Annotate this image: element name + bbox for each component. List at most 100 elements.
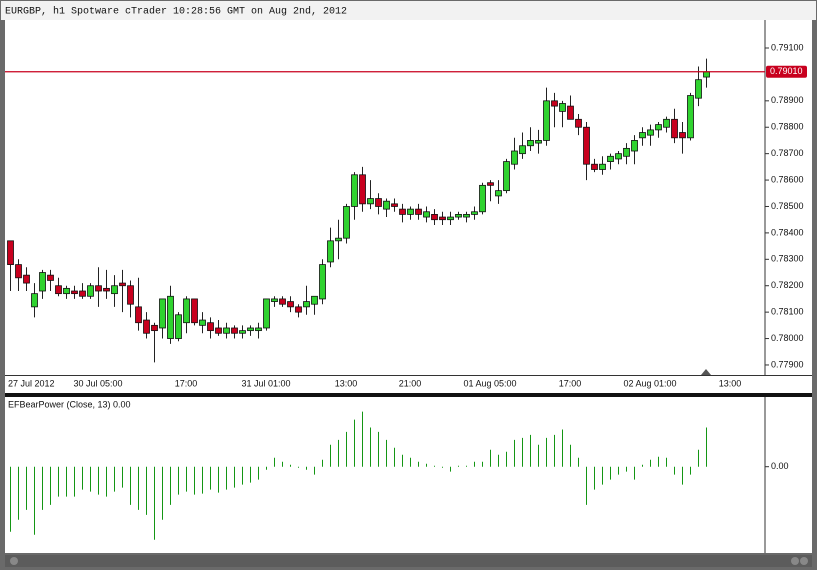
scrollbar[interactable] bbox=[5, 555, 812, 567]
candle-body bbox=[311, 295, 318, 305]
scroll-left-button[interactable] bbox=[10, 557, 18, 565]
candle-body bbox=[239, 330, 246, 334]
candle-body bbox=[431, 214, 438, 221]
candle-body bbox=[543, 100, 550, 141]
x-tick-label: 21:00 bbox=[399, 378, 422, 388]
candle-body bbox=[39, 272, 46, 292]
candle-body bbox=[647, 129, 654, 136]
candle-body bbox=[679, 132, 686, 139]
y-tick-label: 0.78100 bbox=[771, 307, 804, 317]
pane-separator bbox=[5, 393, 812, 397]
candle-body bbox=[351, 174, 358, 207]
scroll-end-button[interactable] bbox=[800, 557, 808, 565]
candle-body bbox=[503, 161, 510, 192]
candle-body bbox=[79, 290, 86, 297]
main-pane bbox=[5, 20, 812, 393]
candle-body bbox=[631, 140, 638, 152]
candle-body bbox=[591, 163, 598, 170]
y-tick-label: 0.79100 bbox=[771, 42, 804, 52]
candle-body bbox=[295, 306, 302, 313]
indicator-title: EFBearPower (Close, 13) 0.00 bbox=[8, 399, 131, 409]
candle-body bbox=[23, 274, 30, 284]
y-tick-label: 0.78500 bbox=[771, 201, 804, 211]
candle-body bbox=[199, 319, 206, 326]
candle-body bbox=[447, 216, 454, 221]
candle-body bbox=[95, 285, 102, 292]
candle-body bbox=[191, 298, 198, 324]
candle-body bbox=[271, 298, 278, 302]
x-tick-label: 01 Aug 05:00 bbox=[463, 378, 516, 388]
candle-body bbox=[703, 71, 710, 78]
candle-body bbox=[375, 198, 382, 207]
candle-body bbox=[303, 301, 310, 308]
indicator-pane bbox=[5, 397, 812, 553]
x-tick-label: 27 Jul 2012 bbox=[8, 378, 55, 388]
candle-body bbox=[207, 322, 214, 332]
x-tick-label: 17:00 bbox=[559, 378, 582, 388]
candle-body bbox=[455, 214, 462, 218]
candle-body bbox=[663, 118, 670, 128]
candle-body bbox=[423, 211, 430, 218]
y-tick-label: 0.78400 bbox=[771, 227, 804, 237]
candle-body bbox=[15, 264, 22, 279]
y-tick-label: 0.78200 bbox=[771, 280, 804, 290]
candle-body bbox=[367, 198, 374, 205]
y-tick-label: 0.78000 bbox=[771, 333, 804, 343]
candle-body bbox=[87, 285, 94, 297]
x-tick-label: 13:00 bbox=[719, 378, 742, 388]
candle-body bbox=[687, 95, 694, 139]
candle-body bbox=[263, 298, 270, 329]
x-tick-label: 02 Aug 01:00 bbox=[623, 378, 676, 388]
x-tick-label: 31 Jul 01:00 bbox=[241, 378, 290, 388]
candle-body bbox=[559, 103, 566, 112]
y-tick-label: 0.77900 bbox=[771, 359, 804, 369]
candle-body bbox=[599, 163, 606, 170]
y-tick-label: 0.00 bbox=[771, 461, 789, 471]
candle-body bbox=[215, 327, 222, 334]
candle-body bbox=[535, 140, 542, 144]
candle-body bbox=[471, 211, 478, 215]
candle-body bbox=[511, 150, 518, 165]
candle-body bbox=[671, 118, 678, 139]
candle-body bbox=[279, 298, 286, 305]
x-tick-label: 13:00 bbox=[335, 378, 358, 388]
candle-body bbox=[655, 124, 662, 131]
chart-title: EURGBP, h1 Spotware cTrader 10:28:56 GMT… bbox=[5, 6, 347, 18]
candle-body bbox=[399, 208, 406, 215]
candle-body bbox=[183, 298, 190, 324]
candle-body bbox=[463, 214, 470, 218]
x-tick-label: 30 Jul 05:00 bbox=[73, 378, 122, 388]
candle-body bbox=[247, 327, 254, 332]
candle-body bbox=[111, 285, 118, 295]
candle-body bbox=[151, 324, 158, 332]
candle-body bbox=[615, 153, 622, 160]
candle-body bbox=[63, 287, 70, 295]
candle-body bbox=[103, 287, 110, 292]
candle-body bbox=[575, 118, 582, 128]
candle-body bbox=[287, 301, 294, 308]
candle-body bbox=[159, 298, 166, 329]
y-tick-label: 0.78300 bbox=[771, 254, 804, 264]
candle-body bbox=[519, 145, 526, 155]
candle-body bbox=[47, 274, 54, 281]
price-label-box bbox=[766, 65, 807, 78]
candle-body bbox=[695, 79, 702, 99]
candle-body bbox=[31, 293, 38, 308]
candle-body bbox=[327, 240, 334, 263]
candle-body bbox=[335, 237, 342, 242]
candle-body bbox=[319, 264, 326, 300]
candle-body bbox=[343, 206, 350, 239]
candle-body bbox=[175, 314, 182, 339]
candle-body bbox=[607, 155, 614, 162]
candle-body bbox=[479, 184, 486, 213]
candle-body bbox=[127, 285, 134, 305]
y-tick-label: 0.78700 bbox=[771, 148, 804, 158]
candle-body bbox=[383, 200, 390, 210]
candle-body bbox=[567, 105, 574, 120]
scroll-right-button[interactable] bbox=[791, 557, 799, 565]
candle-body bbox=[55, 285, 62, 295]
candle-body bbox=[71, 290, 78, 295]
candle-body bbox=[583, 126, 590, 165]
candle-body bbox=[143, 319, 150, 334]
